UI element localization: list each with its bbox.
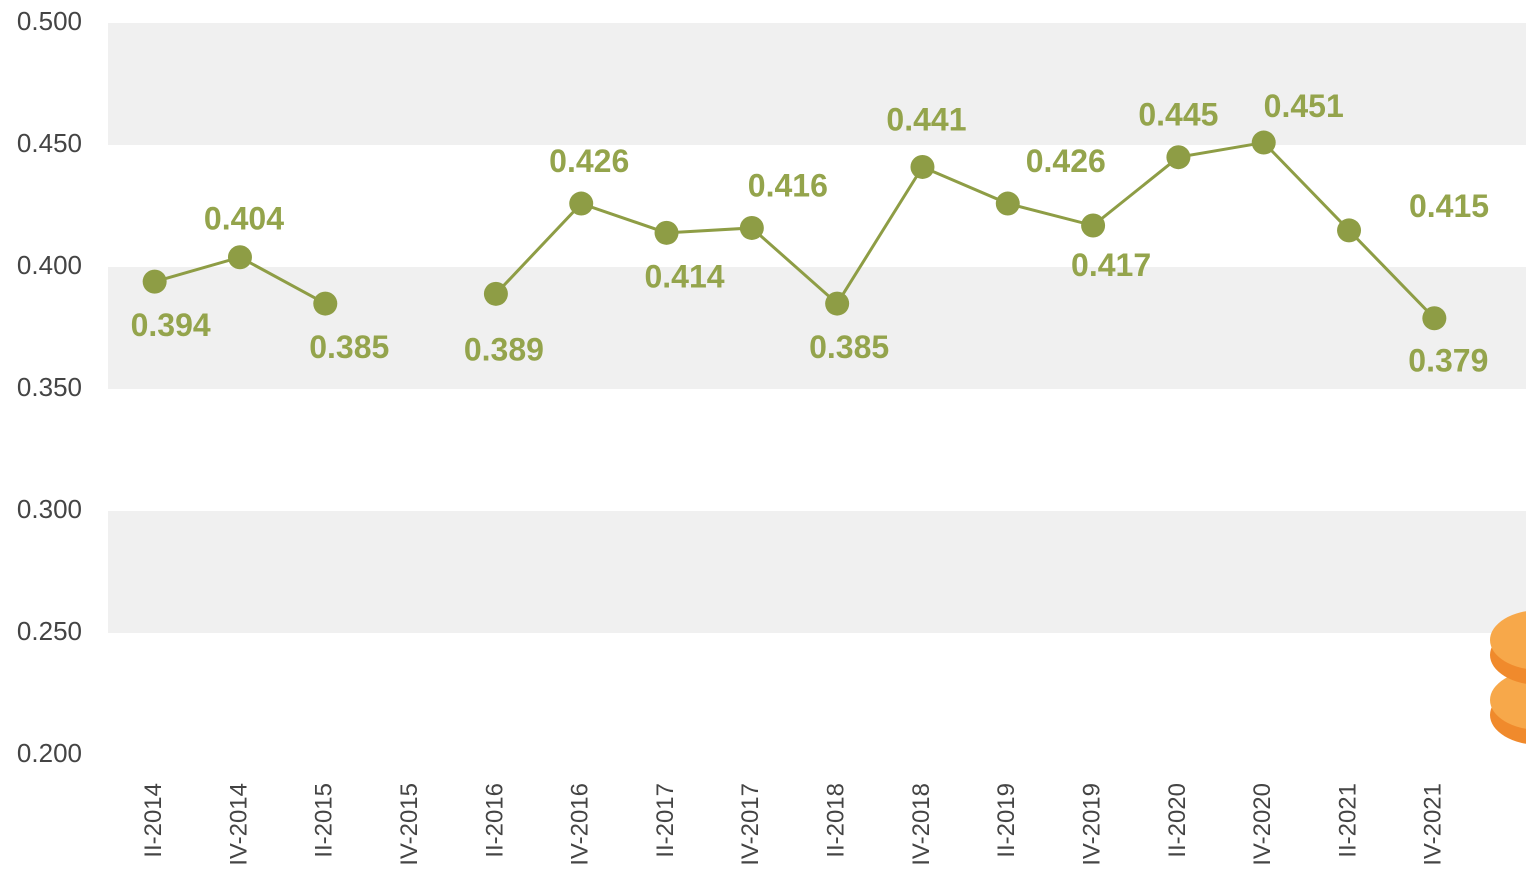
data-label: 0.394 xyxy=(131,307,211,343)
line xyxy=(494,140,1436,320)
data-label: 0.385 xyxy=(809,329,889,365)
marker xyxy=(313,291,338,316)
x-tick-label: IV-2019 xyxy=(1078,783,1105,866)
marker xyxy=(569,191,594,216)
data-label: 0.385 xyxy=(309,329,389,365)
marker xyxy=(227,245,252,270)
x-tick-label: II-2020 xyxy=(1164,783,1191,858)
coins-decoration xyxy=(1490,611,1526,744)
marker xyxy=(739,215,764,240)
x-tick-label: II-2017 xyxy=(652,783,679,858)
y-tick-label: 0.300 xyxy=(17,494,82,524)
data-label: 0.426 xyxy=(549,143,629,179)
x-tick-label: II-2014 xyxy=(140,783,167,858)
data-label: 0.416 xyxy=(748,167,828,203)
x-tick-label: IV-2016 xyxy=(567,783,594,866)
y-tick-label: 0.200 xyxy=(17,738,82,768)
data-label: 0.426 xyxy=(1026,143,1106,179)
data-label: 0.389 xyxy=(464,331,544,367)
y-tick-label: 0.250 xyxy=(17,616,82,646)
marker xyxy=(654,220,679,245)
y-tick-label: 0.400 xyxy=(17,250,82,280)
marker xyxy=(1166,145,1191,170)
data-label: 0.414 xyxy=(644,258,724,294)
marker xyxy=(995,191,1020,216)
marker xyxy=(910,154,935,179)
marker xyxy=(1337,218,1362,243)
x-tick-label: IV-2020 xyxy=(1249,783,1276,866)
data-label: 0.417 xyxy=(1071,247,1151,283)
data-label: 0.379 xyxy=(1408,343,1488,379)
x-tick-label: IV-2014 xyxy=(225,783,252,866)
y-tick-label: 0.500 xyxy=(17,6,82,36)
x-tick-label: IV-2015 xyxy=(396,783,423,866)
marker xyxy=(1081,213,1106,238)
data-label: 0.451 xyxy=(1264,88,1344,124)
y-tick-label: 0.450 xyxy=(17,128,82,158)
data-label: 0.404 xyxy=(204,201,284,237)
grid-band xyxy=(108,511,1526,633)
y-tick-label: 0.350 xyxy=(17,372,82,402)
marker xyxy=(483,281,508,306)
data-label: 0.445 xyxy=(1138,97,1218,133)
marker xyxy=(1422,306,1447,331)
data-label: 0.415 xyxy=(1409,188,1489,224)
x-tick-label: II-2018 xyxy=(823,783,850,858)
data-label: 0.441 xyxy=(886,101,966,137)
x-tick-label: II-2016 xyxy=(481,783,508,858)
x-tick-label: IV-2017 xyxy=(737,783,764,866)
x-tick-label: IV-2021 xyxy=(1420,783,1447,866)
x-tick-label: II-2015 xyxy=(311,783,338,858)
marker xyxy=(825,291,850,316)
x-tick-label: II-2019 xyxy=(993,783,1020,858)
marker xyxy=(142,269,167,294)
x-tick-label: IV-2018 xyxy=(908,783,935,866)
marker xyxy=(1251,130,1276,155)
grid-band xyxy=(108,23,1526,145)
x-tick-label: II-2021 xyxy=(1334,783,1361,858)
